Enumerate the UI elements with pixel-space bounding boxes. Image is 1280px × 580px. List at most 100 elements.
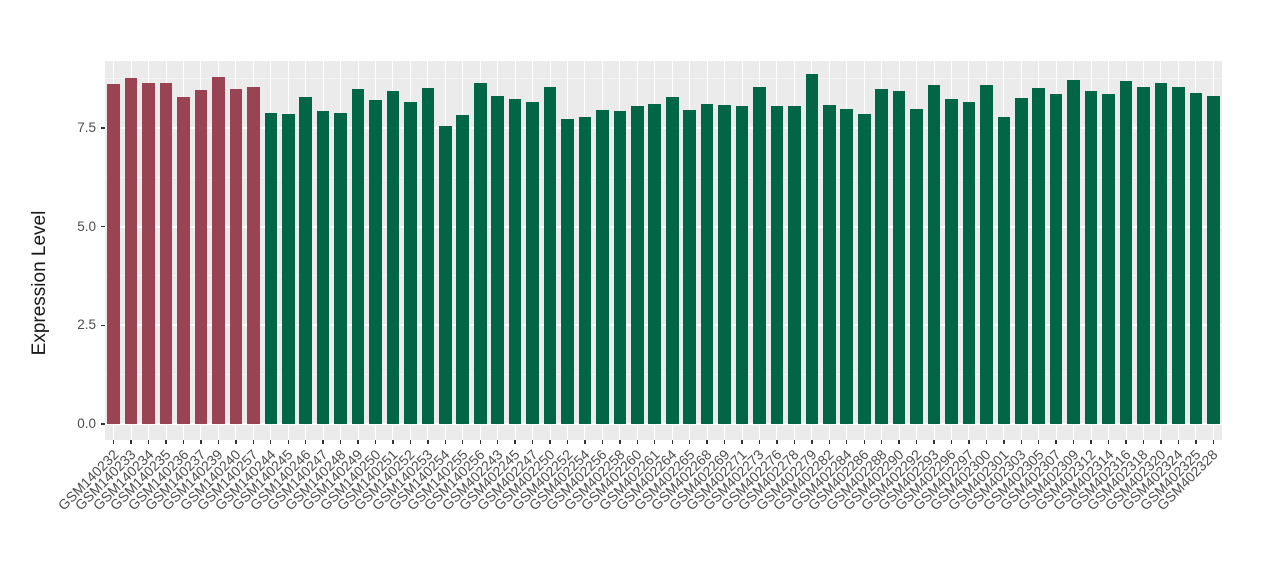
bar-GSM402316 — [1119, 81, 1133, 424]
bar-GSM140240 — [229, 88, 243, 424]
x-tick-mark — [479, 440, 481, 444]
x-tick-mark — [828, 440, 830, 444]
x-tick-mark — [1177, 440, 1180, 444]
y-axis-title: Expression Level — [29, 210, 50, 356]
bar-GSM140256 — [473, 82, 487, 424]
x-tick-mark — [898, 440, 900, 444]
bar-GSM402243 — [491, 96, 504, 424]
bar-GSM402273 — [753, 86, 766, 424]
bar-GSM140248 — [334, 112, 347, 424]
x-tick-mark — [880, 440, 883, 444]
x-tick-mark — [863, 440, 865, 444]
bar-GSM402314 — [1102, 94, 1115, 424]
bar-GSM402320 — [1154, 83, 1168, 424]
bar-GSM402290 — [892, 90, 906, 424]
y-tick-label: 2.5 — [77, 317, 96, 333]
x-tick-mark — [1020, 440, 1022, 444]
bar-GSM402325 — [1189, 92, 1203, 424]
x-tick-mark — [200, 440, 202, 444]
x-tick-mark — [811, 440, 813, 444]
bar-GSM402265 — [683, 109, 696, 424]
bar-GSM140252 — [404, 101, 417, 424]
bar-GSM402292 — [910, 108, 923, 424]
bar-GSM402309 — [1067, 79, 1080, 424]
bar-GSM402284 — [840, 109, 854, 424]
x-tick-mark — [1090, 440, 1092, 444]
x-tick-mark — [444, 440, 447, 444]
x-tick-mark — [409, 440, 412, 444]
y-tick-mark — [100, 127, 105, 129]
bar-GSM402293 — [927, 84, 941, 424]
x-tick-mark — [427, 440, 429, 444]
x-tick-mark — [776, 440, 778, 444]
x-tick-mark — [392, 440, 394, 444]
x-tick-mark — [130, 440, 132, 444]
x-tick-mark — [619, 440, 621, 444]
x-tick-mark — [584, 440, 586, 444]
bar-GSM140257 — [247, 87, 260, 424]
x-tick-mark — [933, 440, 935, 444]
x-tick-mark — [793, 440, 796, 444]
x-tick-mark — [741, 440, 743, 444]
x-tick-mark — [182, 440, 185, 444]
x-tick-mark — [374, 440, 377, 444]
x-tick-mark — [531, 440, 534, 444]
bar-GSM140245 — [281, 114, 295, 424]
x-tick-mark — [322, 440, 324, 444]
x-tick-mark — [601, 440, 604, 444]
bar-GSM402296 — [945, 99, 958, 424]
y-tick-label: 5.0 — [77, 218, 96, 234]
bar-GSM402254 — [578, 116, 592, 424]
bar-GSM402268 — [700, 103, 714, 424]
bar-GSM402271 — [735, 105, 749, 424]
bar-GSM402276 — [770, 105, 784, 424]
bar-GSM140233 — [124, 78, 138, 424]
bar-GSM140247 — [316, 111, 330, 424]
x-tick-mark — [514, 440, 516, 444]
bar-GSM402278 — [788, 106, 801, 424]
bar-GSM402328 — [1206, 96, 1220, 424]
x-tick-mark — [462, 440, 464, 444]
x-tick-mark — [1160, 440, 1162, 444]
bar-GSM402301 — [997, 117, 1011, 424]
gridline-minor — [105, 176, 1222, 178]
bar-GSM402269 — [718, 104, 731, 424]
bar-GSM402307 — [1049, 94, 1063, 424]
x-tick-mark — [566, 440, 569, 444]
bar-GSM402256 — [596, 109, 609, 424]
x-tick-mark — [654, 440, 656, 444]
y-tick-mark — [100, 324, 105, 327]
bar-GSM140244 — [264, 112, 278, 424]
bar-GSM140232 — [107, 84, 121, 424]
x-tick-mark — [846, 440, 848, 444]
bar-GSM402303 — [1014, 97, 1028, 424]
x-tick-mark — [1038, 440, 1040, 444]
x-tick-mark — [636, 440, 638, 444]
bar-GSM140249 — [351, 88, 365, 424]
bar-GSM402282 — [823, 104, 836, 424]
x-tick-mark — [1195, 440, 1197, 444]
x-tick-mark — [1107, 440, 1110, 444]
bar-GSM140255 — [456, 115, 470, 424]
gridline-minor — [105, 78, 1222, 80]
x-tick-mark — [217, 440, 220, 444]
x-tick-mark — [1072, 440, 1075, 444]
bar-GSM402279 — [805, 73, 819, 424]
x-tick-mark — [671, 440, 673, 444]
x-tick-mark — [950, 440, 953, 444]
bar-GSM402252 — [561, 118, 574, 424]
x-tick-mark — [270, 440, 272, 444]
bar-GSM402260 — [631, 105, 644, 424]
bar-GSM140254 — [439, 126, 452, 424]
x-tick-mark — [113, 440, 115, 444]
x-tick-mark — [235, 440, 237, 444]
x-tick-mark — [688, 440, 691, 444]
bar-GSM402264 — [665, 97, 679, 424]
gridline-major — [105, 225, 1222, 228]
x-tick-mark — [968, 440, 970, 444]
x-tick-mark — [1212, 440, 1214, 444]
bar-GSM402305 — [1032, 88, 1046, 424]
x-tick-mark — [1003, 440, 1005, 444]
x-tick-mark — [985, 440, 988, 444]
